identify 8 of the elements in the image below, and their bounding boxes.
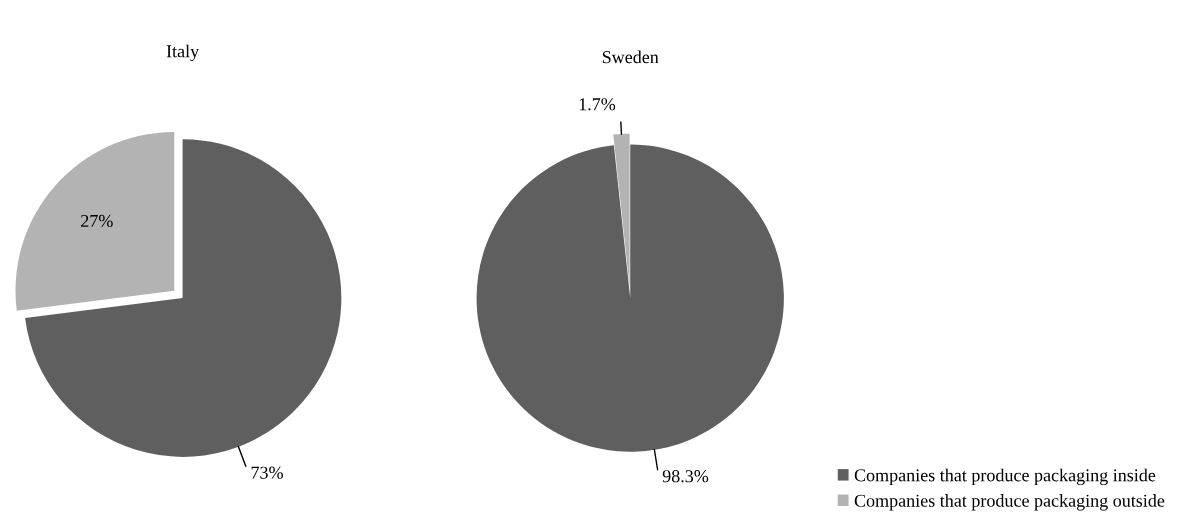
data-label: 98.3% <box>662 470 709 483</box>
chart-title: Sweden <box>602 50 659 64</box>
legend-label: Companies that produce packaging inside <box>854 468 1156 486</box>
data-label: 1.7% <box>579 98 616 111</box>
legend-label: Companies that produce packaging outside <box>854 494 1165 511</box>
data-label: 27% <box>81 214 113 228</box>
data-label: 73% <box>251 466 283 479</box>
chart-title: Italy <box>166 44 200 62</box>
